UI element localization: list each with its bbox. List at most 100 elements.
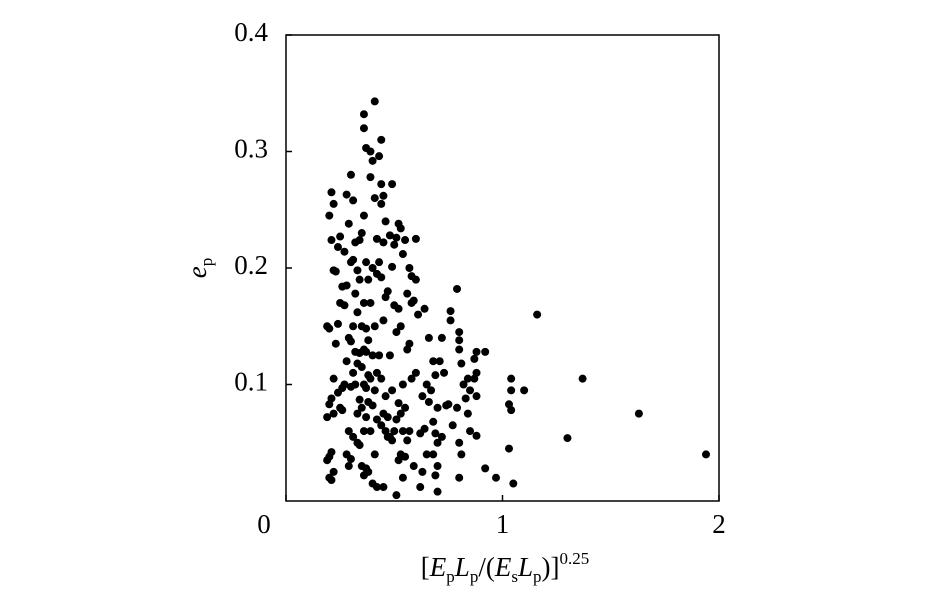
point bbox=[433, 403, 442, 412]
point bbox=[422, 380, 431, 389]
point bbox=[507, 406, 516, 415]
point bbox=[481, 347, 490, 356]
point bbox=[325, 400, 334, 409]
point bbox=[392, 415, 401, 424]
y-axis-label: ep bbox=[182, 258, 216, 278]
point bbox=[340, 380, 349, 389]
point bbox=[370, 322, 379, 331]
point bbox=[368, 156, 377, 165]
point bbox=[455, 473, 464, 482]
point bbox=[578, 374, 587, 383]
point bbox=[377, 180, 386, 189]
point bbox=[409, 462, 418, 471]
point bbox=[448, 421, 457, 430]
point bbox=[329, 199, 338, 208]
point bbox=[461, 394, 470, 403]
point bbox=[411, 234, 420, 243]
point bbox=[359, 298, 368, 307]
point bbox=[401, 236, 410, 245]
point bbox=[353, 266, 362, 275]
point bbox=[427, 386, 436, 395]
point bbox=[396, 409, 405, 418]
point bbox=[327, 476, 336, 485]
point bbox=[333, 388, 342, 397]
point bbox=[398, 427, 407, 436]
point bbox=[394, 456, 403, 465]
point bbox=[392, 491, 401, 500]
point bbox=[370, 194, 379, 203]
point bbox=[385, 351, 394, 360]
point bbox=[388, 262, 397, 271]
label-part: E bbox=[429, 552, 447, 582]
point bbox=[379, 483, 388, 492]
point bbox=[455, 328, 464, 337]
point bbox=[338, 406, 347, 415]
point bbox=[355, 395, 364, 404]
point bbox=[422, 450, 431, 459]
point bbox=[372, 368, 381, 377]
point bbox=[381, 392, 390, 401]
point bbox=[366, 374, 375, 383]
point bbox=[379, 238, 388, 247]
point bbox=[466, 386, 475, 395]
point bbox=[433, 462, 442, 471]
label-part: L bbox=[517, 552, 533, 582]
label-part: p bbox=[197, 258, 216, 267]
point bbox=[355, 441, 364, 450]
point bbox=[470, 354, 479, 363]
point bbox=[455, 345, 464, 354]
label-part: E bbox=[494, 552, 512, 582]
point bbox=[437, 432, 446, 441]
point bbox=[394, 304, 403, 313]
label-part: )] bbox=[541, 552, 559, 582]
point bbox=[364, 275, 373, 284]
point bbox=[433, 438, 442, 447]
label-part: p bbox=[446, 567, 455, 586]
point bbox=[344, 219, 353, 228]
point bbox=[362, 324, 371, 333]
point bbox=[420, 304, 429, 313]
point bbox=[533, 310, 542, 319]
point bbox=[370, 97, 379, 106]
point bbox=[377, 273, 386, 282]
point bbox=[403, 345, 412, 354]
point bbox=[331, 267, 340, 276]
point bbox=[327, 188, 336, 197]
point bbox=[481, 464, 490, 473]
point bbox=[366, 427, 375, 436]
point bbox=[470, 374, 479, 383]
point bbox=[362, 383, 371, 392]
point bbox=[381, 217, 390, 226]
point bbox=[370, 450, 379, 459]
x-tick-label: 0 bbox=[257, 509, 271, 539]
point bbox=[418, 467, 427, 476]
point bbox=[377, 421, 386, 430]
point bbox=[353, 308, 362, 317]
point bbox=[429, 417, 438, 426]
point bbox=[359, 211, 368, 220]
point bbox=[366, 298, 375, 307]
point bbox=[362, 413, 371, 422]
point bbox=[444, 400, 453, 409]
label-part: p bbox=[470, 567, 479, 586]
x-tick-label: 2 bbox=[712, 509, 726, 539]
y-tick-label: 0.4 bbox=[234, 17, 268, 47]
point bbox=[372, 415, 381, 424]
point bbox=[459, 380, 468, 389]
point bbox=[368, 351, 377, 360]
point bbox=[349, 432, 358, 441]
point bbox=[375, 258, 384, 267]
point bbox=[351, 289, 360, 298]
label-part: L bbox=[454, 552, 470, 582]
point bbox=[359, 124, 368, 133]
point bbox=[396, 322, 405, 331]
point bbox=[329, 409, 338, 418]
point bbox=[472, 431, 481, 440]
point bbox=[457, 450, 466, 459]
point bbox=[398, 380, 407, 389]
point bbox=[331, 339, 340, 348]
point bbox=[433, 487, 442, 496]
point bbox=[504, 444, 513, 453]
point bbox=[520, 386, 529, 395]
